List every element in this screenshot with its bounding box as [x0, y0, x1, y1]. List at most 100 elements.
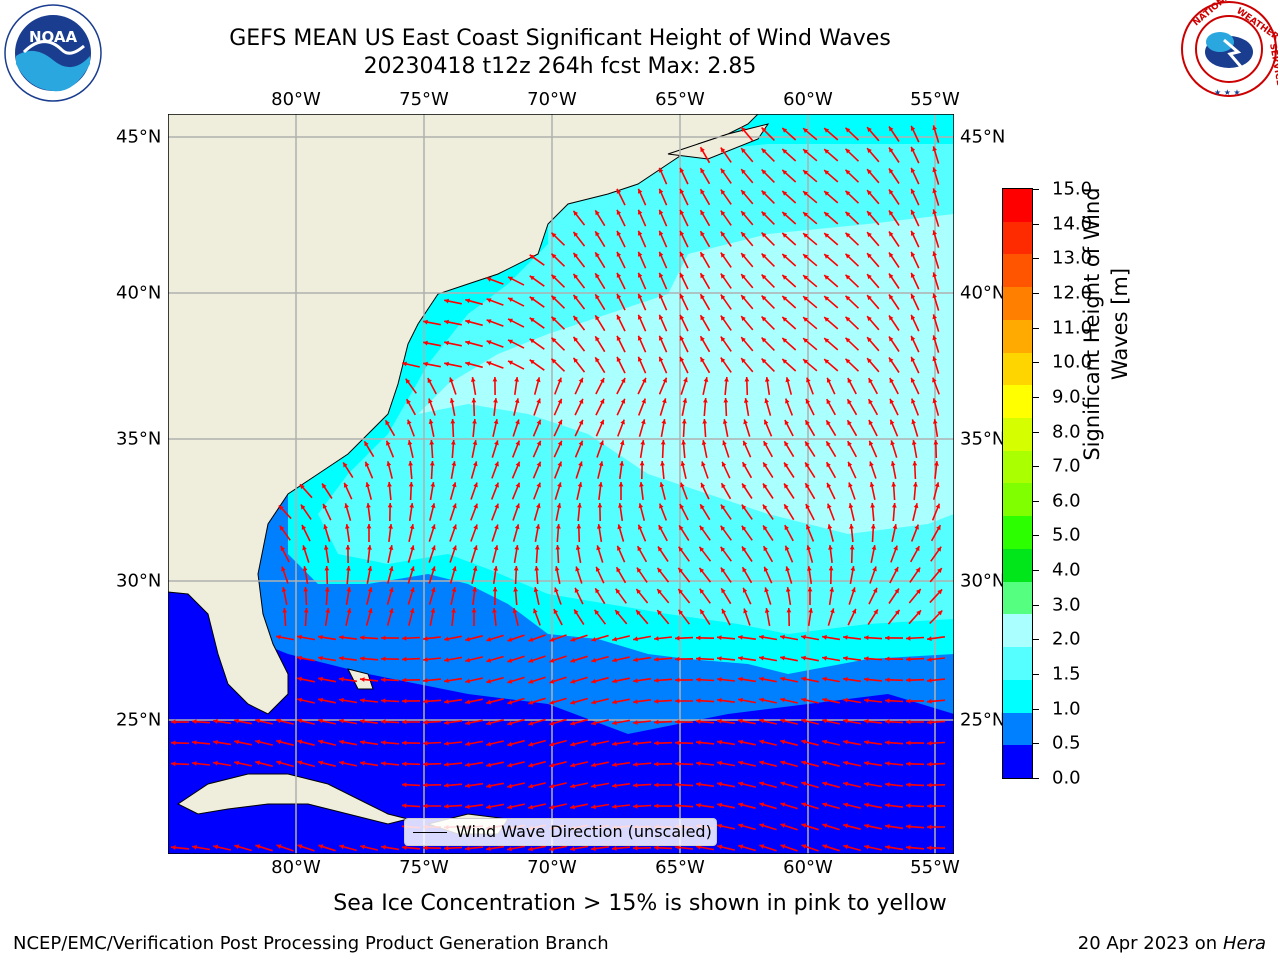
- wave-direction-arrowhead: [679, 230, 685, 236]
- wave-direction-arrowhead: [722, 419, 728, 424]
- wave-direction-arrowhead: [764, 419, 769, 425]
- wave-direction-arrowhead: [738, 781, 744, 787]
- wave-direction-arrowhead: [486, 678, 492, 684]
- wave-direction-arrowhead: [633, 762, 638, 767]
- wave-direction-arrowhead: [381, 761, 386, 766]
- wave-direction-arrowhead: [764, 377, 770, 382]
- wave-direction-arrowhead: [234, 739, 239, 745]
- wave-direction-arrowhead: [893, 545, 898, 551]
- colorbar-tick-mark: [1033, 604, 1039, 606]
- wave-direction-arrowhead: [573, 294, 579, 300]
- wave-direction-arrowhead: [507, 658, 513, 663]
- wave-direction-arrowhead: [554, 566, 560, 571]
- colorbar-tick-label: 10.0: [1052, 351, 1093, 373]
- lon-label-top-60w: 60°W: [783, 89, 833, 110]
- wave-direction-arrowhead: [906, 635, 911, 641]
- wave-direction-arrowhead: [867, 295, 872, 301]
- wave-direction-arrowhead: [591, 678, 597, 684]
- wave-direction-arrowhead: [822, 634, 827, 640]
- wave-direction-arrowhead: [932, 377, 937, 383]
- wave-direction-arrowhead: [743, 419, 748, 425]
- colorbar-band: [1003, 581, 1032, 615]
- wave-direction-arrowhead: [764, 587, 769, 593]
- wave-direction-arrowhead: [824, 296, 830, 301]
- wave-direction-arrowhead: [633, 720, 638, 725]
- wave-direction-arrowhead: [717, 760, 722, 766]
- wave-direction-arrowhead: [932, 146, 937, 152]
- wave-direction-arrowhead: [619, 461, 624, 466]
- wave-direction-arrowhead: [658, 314, 664, 320]
- wave-direction-arrowhead: [848, 503, 854, 509]
- wave-direction-arrowhead: [741, 274, 746, 279]
- wave-direction-arrowhead: [717, 844, 723, 850]
- wave-direction-arrowhead: [742, 546, 747, 552]
- wave-direction-arrowhead: [423, 657, 428, 662]
- wave-direction-arrowhead: [720, 294, 726, 300]
- wave-direction-arrowhead: [591, 699, 597, 705]
- wave-direction-arrowhead: [444, 340, 449, 346]
- wave-direction-arrowhead: [612, 657, 617, 663]
- wave-direction-arrowhead: [409, 503, 414, 508]
- wave-direction-arrowhead: [508, 360, 513, 365]
- wave-direction-arrowhead: [927, 636, 932, 641]
- lon-label-bottom-80w: 80°W: [271, 857, 321, 878]
- wave-direction-arrowhead: [444, 699, 449, 704]
- wave-direction-arrowhead: [549, 637, 555, 642]
- wave-direction-arrowhead: [616, 335, 622, 341]
- wave-direction-arrowhead: [549, 783, 555, 789]
- wave-direction-arrowhead: [430, 503, 436, 509]
- wave-direction-arrowhead: [744, 377, 750, 382]
- wave-direction-arrowhead: [346, 608, 352, 613]
- wave-direction-arrowhead: [845, 211, 851, 217]
- wave-direction-arrowhead: [280, 546, 285, 551]
- wave-direction-arrowhead: [738, 844, 744, 849]
- wave-direction-arrowhead: [785, 566, 790, 572]
- wave-direction-arrowhead: [824, 128, 830, 133]
- wave-direction-arrowhead: [318, 634, 323, 640]
- colorbar-tick-label: 5.0: [1052, 524, 1081, 546]
- wave-direction-arrowhead: [360, 677, 365, 682]
- wave-direction-arrowhead: [534, 566, 540, 571]
- wave-direction-arrowhead: [927, 803, 932, 809]
- wave-direction-arrowhead: [910, 209, 916, 215]
- wave-direction-arrowhead: [696, 677, 701, 683]
- wave-direction-arrowhead: [932, 230, 937, 236]
- wave-direction-arrowhead: [402, 782, 407, 788]
- wave-direction-arrowhead: [720, 357, 726, 363]
- wave-direction-arrowhead: [472, 440, 478, 445]
- wave-direction-arrowhead: [276, 760, 282, 766]
- colorbar-tick-label: 0.5: [1052, 732, 1081, 754]
- wave-direction-arrowhead: [700, 189, 705, 195]
- graticule: [168, 114, 954, 854]
- wave-direction-arrowhead: [763, 462, 768, 468]
- wave-direction-arrowhead: [828, 545, 833, 550]
- wave-direction-arrowhead: [573, 210, 579, 216]
- wave-direction-arrowhead: [829, 587, 835, 592]
- wave-direction-arrowhead: [720, 315, 726, 321]
- wave-direction-arrowhead: [578, 440, 583, 446]
- wave-direction-arrowhead: [851, 608, 857, 614]
- wave-direction-arrowhead: [872, 587, 878, 593]
- wave-direction-arrowhead: [528, 804, 533, 810]
- wave-direction-arrowhead: [657, 610, 662, 615]
- wave-direction-arrowhead: [720, 504, 726, 510]
- wave-direction-arrowhead: [679, 209, 685, 215]
- wave-direction-arrowhead: [864, 760, 869, 766]
- colorbar-band: [1003, 418, 1032, 451]
- footer-date-text: 20 Apr 2023 on: [1077, 933, 1223, 954]
- wave-direction-arrowhead: [633, 782, 638, 788]
- wave-direction-arrowhead: [536, 398, 541, 404]
- colorbar-tick-mark: [1033, 708, 1039, 710]
- wave-direction-arrowhead: [529, 275, 535, 281]
- wave-direction-arrowhead: [573, 357, 579, 363]
- wave-direction-arrowhead: [906, 782, 911, 788]
- wave-direction-arrowhead: [596, 524, 602, 529]
- wave-direction-arrowhead: [742, 587, 748, 593]
- north-america-coast: [168, 114, 759, 715]
- wave-direction-arrowhead: [508, 339, 513, 344]
- wave-direction-arrowhead: [551, 316, 557, 322]
- wave-direction-arrowhead: [761, 358, 767, 364]
- wave-direction-arrowhead: [824, 191, 830, 196]
- colorbar-band: [1003, 647, 1032, 680]
- wave-direction-arrowhead: [910, 251, 916, 257]
